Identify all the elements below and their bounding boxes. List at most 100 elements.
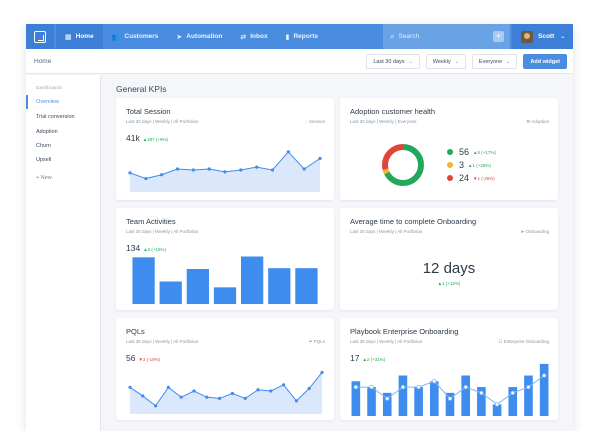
playbook-onboarding-card[interactable]: Playbook Enterprise Onboarding Last 30 d… xyxy=(340,318,558,420)
data-point xyxy=(400,384,406,390)
chevron-down-icon: ⌄ xyxy=(506,58,511,65)
data-point xyxy=(191,168,195,172)
data-point xyxy=(479,390,484,396)
main-nav: ▦ Home 👥 Customers ➤ Automation ⇄ Inbox ▮ Rep… xyxy=(56,24,327,49)
data-point xyxy=(541,373,547,378)
user-menu[interactable]: Scott ⌄ xyxy=(512,24,573,49)
audience-select[interactable]: Everyone ⌄ xyxy=(471,54,518,69)
nav-inbox[interactable]: ⇄ Inbox xyxy=(231,24,276,49)
nav-automation[interactable]: ➤ Automation xyxy=(167,24,231,49)
quick-add-button[interactable]: + xyxy=(493,31,504,42)
search-input[interactable]: ⌕ Search + xyxy=(383,24,510,49)
bar xyxy=(539,363,549,416)
pqls-chart xyxy=(128,370,324,414)
health-count: 3 xyxy=(459,160,465,170)
card-tag: ⚙ Adoption xyxy=(526,119,549,125)
card-title: Adoption customer health xyxy=(350,107,436,116)
donut-slice xyxy=(382,144,424,186)
data-point xyxy=(144,176,148,181)
sidebar-section-label: Dashboards xyxy=(36,85,63,90)
nav-label: Home xyxy=(75,33,94,40)
data-point xyxy=(154,404,158,408)
data-point xyxy=(307,386,311,391)
adoption-icon: ⚙ xyxy=(526,119,532,124)
app-logo[interactable] xyxy=(26,24,54,49)
bar-chart-icon: ▮ xyxy=(285,33,290,41)
metric-delta: ▲1 (+12%) xyxy=(437,281,461,286)
data-point xyxy=(192,389,196,393)
chevron-down-icon: ⌄ xyxy=(454,58,459,65)
new-dashboard-link[interactable]: + New xyxy=(36,175,52,181)
bar xyxy=(508,387,518,416)
metric-delta: ▼3 (-19%) xyxy=(138,357,161,362)
sidebar-item-adoption[interactable]: Adoption xyxy=(36,129,58,135)
data-point xyxy=(510,390,515,396)
filter-bar: Last 30 days ⌄ Weekly ⌄ Everyone ⌄ Add widg… xyxy=(360,54,567,69)
metric-value: 17 ▲2 (+31%) xyxy=(350,353,385,363)
data-point xyxy=(270,168,275,172)
filter-label: Everyone xyxy=(478,58,503,65)
sidebar-item-churn[interactable]: Churn xyxy=(36,143,51,149)
data-point xyxy=(294,399,298,403)
data-point xyxy=(239,168,243,172)
series-line xyxy=(129,372,323,407)
metric-delta: ▲2 (+15%) xyxy=(143,247,167,252)
card-tag-label: Enterprise Onboarding xyxy=(503,339,549,344)
health-row-at-risk: 24 ▼1 (-25%) xyxy=(447,172,495,184)
nav-reports[interactable]: ▮ Reports xyxy=(277,24,327,49)
nav-home[interactable]: ▦ Home xyxy=(56,24,103,49)
page-title: General KPIs xyxy=(116,84,167,94)
filter-label: Weekly xyxy=(432,58,451,65)
data-point xyxy=(432,379,437,384)
card-tag-label: PQLs xyxy=(313,339,325,344)
send-icon: ➤ xyxy=(520,229,526,234)
sidebar-item-overview[interactable]: Overview xyxy=(26,95,101,109)
data-point xyxy=(318,156,322,161)
data-point xyxy=(160,173,164,177)
bar xyxy=(159,281,182,304)
total-session-card[interactable]: Total Session Last 30 days | Weekly | Al… xyxy=(116,98,334,200)
card-tag-label: Adoption xyxy=(531,119,549,124)
metric-delta: ▲187 (+9%) xyxy=(142,137,169,142)
data-point xyxy=(320,370,324,375)
nav-customers[interactable]: 👥 Customers xyxy=(103,24,168,49)
health-delta: ▲6 (+17%) xyxy=(473,149,496,155)
bar xyxy=(351,381,361,416)
nav-label: Automation xyxy=(186,33,223,40)
nav-label: Customers xyxy=(124,33,159,40)
metric-number: 12 days xyxy=(422,260,476,277)
data-point xyxy=(416,384,421,390)
card-subtitle: Last 30 days | Weekly | All Portfolios xyxy=(126,229,199,234)
session-icon: ◌ xyxy=(305,119,309,124)
pqls-card[interactable]: PQLs Last 30 days | Weekly | All Portfol… xyxy=(116,318,334,420)
add-widget-button[interactable]: Add widget xyxy=(523,54,567,69)
nav-label: Inbox xyxy=(250,33,268,40)
data-point xyxy=(243,396,247,401)
area-fill xyxy=(130,372,322,414)
card-title: Average time to complete Onboarding xyxy=(350,217,477,226)
sidebar-item-trial-conversion[interactable]: Trial conversion xyxy=(36,114,75,120)
data-point xyxy=(218,396,222,401)
card-subtitle: Last 30 days | Weekly | All Portfolios xyxy=(350,339,423,344)
data-point xyxy=(369,384,374,390)
team-activities-card[interactable]: Team Activities Last 30 days | Weekly | … xyxy=(116,208,334,310)
bar xyxy=(382,392,392,416)
data-point xyxy=(128,385,132,389)
date-range-select[interactable]: Last 30 days ⌄ xyxy=(366,54,420,69)
onboarding-time-card[interactable]: Average time to complete Onboarding Last… xyxy=(340,208,558,310)
top-navigation: ▦ Home 👥 Customers ➤ Automation ⇄ Inbox ▮ Rep… xyxy=(26,24,573,49)
search-icon: ⌕ xyxy=(390,31,395,41)
bar xyxy=(445,392,455,416)
card-tag: ➤ Onboarding xyxy=(520,229,549,235)
bar xyxy=(477,387,486,416)
adoption-health-card[interactable]: Adoption customer health Last 30 days | … xyxy=(340,98,558,200)
filter-icon: ⏷ xyxy=(308,339,314,344)
interval-select[interactable]: Weekly ⌄ xyxy=(425,54,466,69)
page-header: Home Last 30 days ⌄ Weekly ⌄ Everyone ⌄ Add… xyxy=(26,49,573,74)
data-point xyxy=(223,170,227,174)
sidebar-item-upsell[interactable]: Upsell xyxy=(36,157,52,163)
health-count: 56 xyxy=(459,147,470,157)
health-row-healthy: 56 ▲6 (+17%) xyxy=(447,146,496,158)
breadcrumb: Home xyxy=(34,58,52,65)
data-point xyxy=(526,384,531,390)
